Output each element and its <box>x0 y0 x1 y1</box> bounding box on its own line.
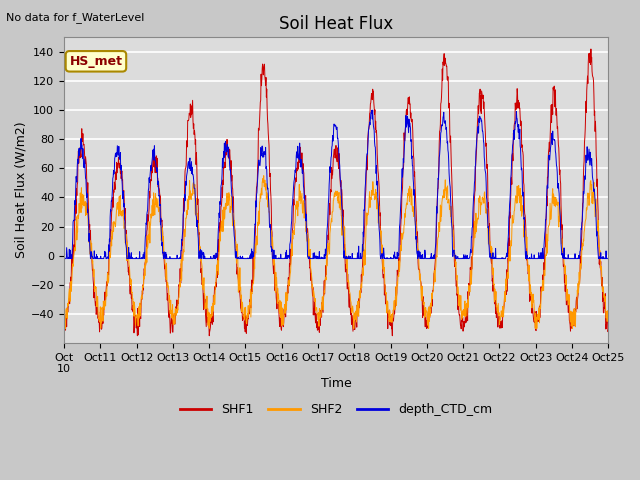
depth_CTD_cm <box>604 256 612 262</box>
SHF2 <box>168 313 176 319</box>
SHF1 <box>168 317 176 323</box>
Line: depth_CTD_cm: depth_CTD_cm <box>64 110 608 259</box>
SHF2 <box>604 308 612 314</box>
depth_CTD_cm <box>421 247 429 253</box>
SHF1 <box>421 316 429 322</box>
SHF2 <box>421 314 429 320</box>
SHF1 <box>243 330 250 336</box>
depth_CTD_cm <box>60 256 68 262</box>
depth_CTD_cm <box>168 256 175 262</box>
SHF1 <box>587 46 595 52</box>
SHF1 <box>492 300 500 306</box>
SHF2 <box>260 173 268 179</box>
depth_CTD_cm <box>540 243 548 249</box>
SHF2 <box>541 267 548 273</box>
Text: No data for f_WaterLevel: No data for f_WaterLevel <box>6 12 145 23</box>
SHF2 <box>182 228 189 234</box>
Line: SHF2: SHF2 <box>64 176 608 328</box>
SHF1 <box>134 333 141 338</box>
SHF2 <box>61 325 69 331</box>
SHF2 <box>243 320 250 326</box>
Legend: SHF1, SHF2, depth_CTD_cm: SHF1, SHF2, depth_CTD_cm <box>175 398 497 421</box>
SHF2 <box>60 302 68 308</box>
depth_CTD_cm <box>368 107 376 113</box>
SHF1 <box>60 319 68 325</box>
depth_CTD_cm <box>181 198 189 204</box>
SHF1 <box>604 327 612 333</box>
X-axis label: Time: Time <box>321 377 351 390</box>
depth_CTD_cm <box>492 256 500 262</box>
SHF1 <box>540 260 548 265</box>
Title: Soil Heat Flux: Soil Heat Flux <box>279 15 394 33</box>
depth_CTD_cm <box>242 256 250 262</box>
Line: SHF1: SHF1 <box>64 49 608 336</box>
SHF2 <box>493 304 500 310</box>
Y-axis label: Soil Heat Flux (W/m2): Soil Heat Flux (W/m2) <box>15 122 28 259</box>
Text: HS_met: HS_met <box>70 55 122 68</box>
SHF1 <box>182 166 189 171</box>
